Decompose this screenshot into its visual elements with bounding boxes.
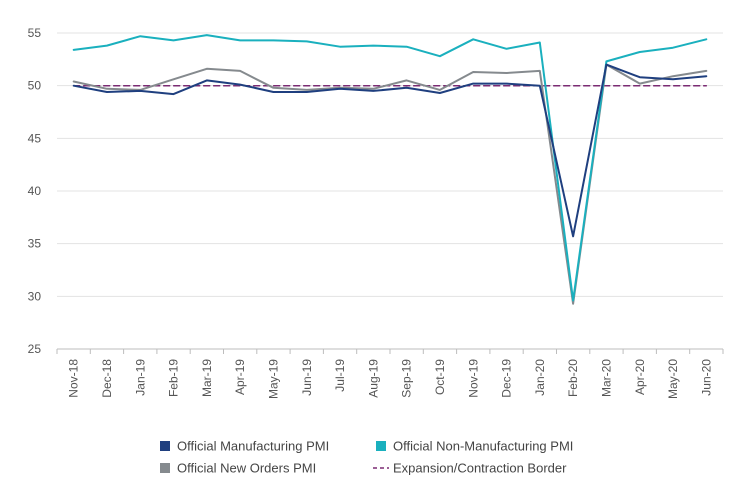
y-tick-label: 45	[28, 131, 42, 145]
x-tick-label: Dec-18	[100, 359, 114, 398]
x-tick-label: Feb-19	[167, 359, 181, 397]
legend-label: Expansion/Contraction Border	[393, 461, 567, 476]
y-tick-label: 55	[28, 26, 42, 40]
x-tick-label: May-20	[666, 359, 680, 399]
y-tick-label: 50	[28, 79, 42, 93]
x-tick-label: Jan-20	[533, 359, 547, 396]
y-tick-label: 40	[28, 184, 42, 198]
series-lines	[72, 34, 708, 305]
legend: Official Manufacturing PMI Official Non-M…	[160, 439, 573, 476]
legend-swatch	[376, 441, 386, 451]
x-tick-label: May-19	[266, 359, 280, 399]
y-tick-label: 30	[28, 289, 42, 303]
series-line-0	[72, 63, 708, 238]
series-line-2	[72, 63, 708, 305]
x-tick-label: Apr-20	[633, 359, 647, 395]
x-tick-label: Nov-18	[67, 359, 81, 398]
y-tick-label: 25	[28, 342, 42, 356]
y-tick-label: 35	[28, 237, 42, 251]
legend-label: Official Non-Manufacturing PMI	[393, 439, 573, 454]
x-tick-label: Sep-19	[400, 359, 414, 398]
legend-swatch	[160, 441, 170, 451]
x-tick-label: Aug-19	[366, 359, 380, 398]
x-tick-label: Mar-20	[599, 359, 613, 397]
series-line-1	[72, 34, 708, 302]
x-tick-label: Jul-19	[333, 359, 347, 392]
x-tick-label: Feb-20	[566, 359, 580, 397]
x-tick-label: Nov-19	[466, 359, 480, 398]
x-tick-label: Dec-19	[500, 359, 514, 398]
legend-label: Official New Orders PMI	[177, 461, 316, 476]
x-tick-label: Apr-19	[233, 359, 247, 395]
x-tick-label: Jun-20	[699, 359, 713, 396]
x-tick-label: Oct-19	[433, 359, 447, 395]
x-tick-label: Jun-19	[300, 359, 314, 396]
y-axis: 25 30 35 40 45 50 55	[28, 26, 42, 356]
x-tick-label: Mar-19	[200, 359, 214, 397]
legend-swatch	[160, 463, 170, 473]
gridlines	[57, 32, 723, 297]
x-axis: Nov-18 Dec-18 Jan-19 Feb-19 Mar-19 Apr-19 May-…	[56, 348, 724, 399]
legend-label: Official Manufacturing PMI	[177, 439, 329, 454]
x-tick-label: Jan-19	[133, 359, 147, 396]
